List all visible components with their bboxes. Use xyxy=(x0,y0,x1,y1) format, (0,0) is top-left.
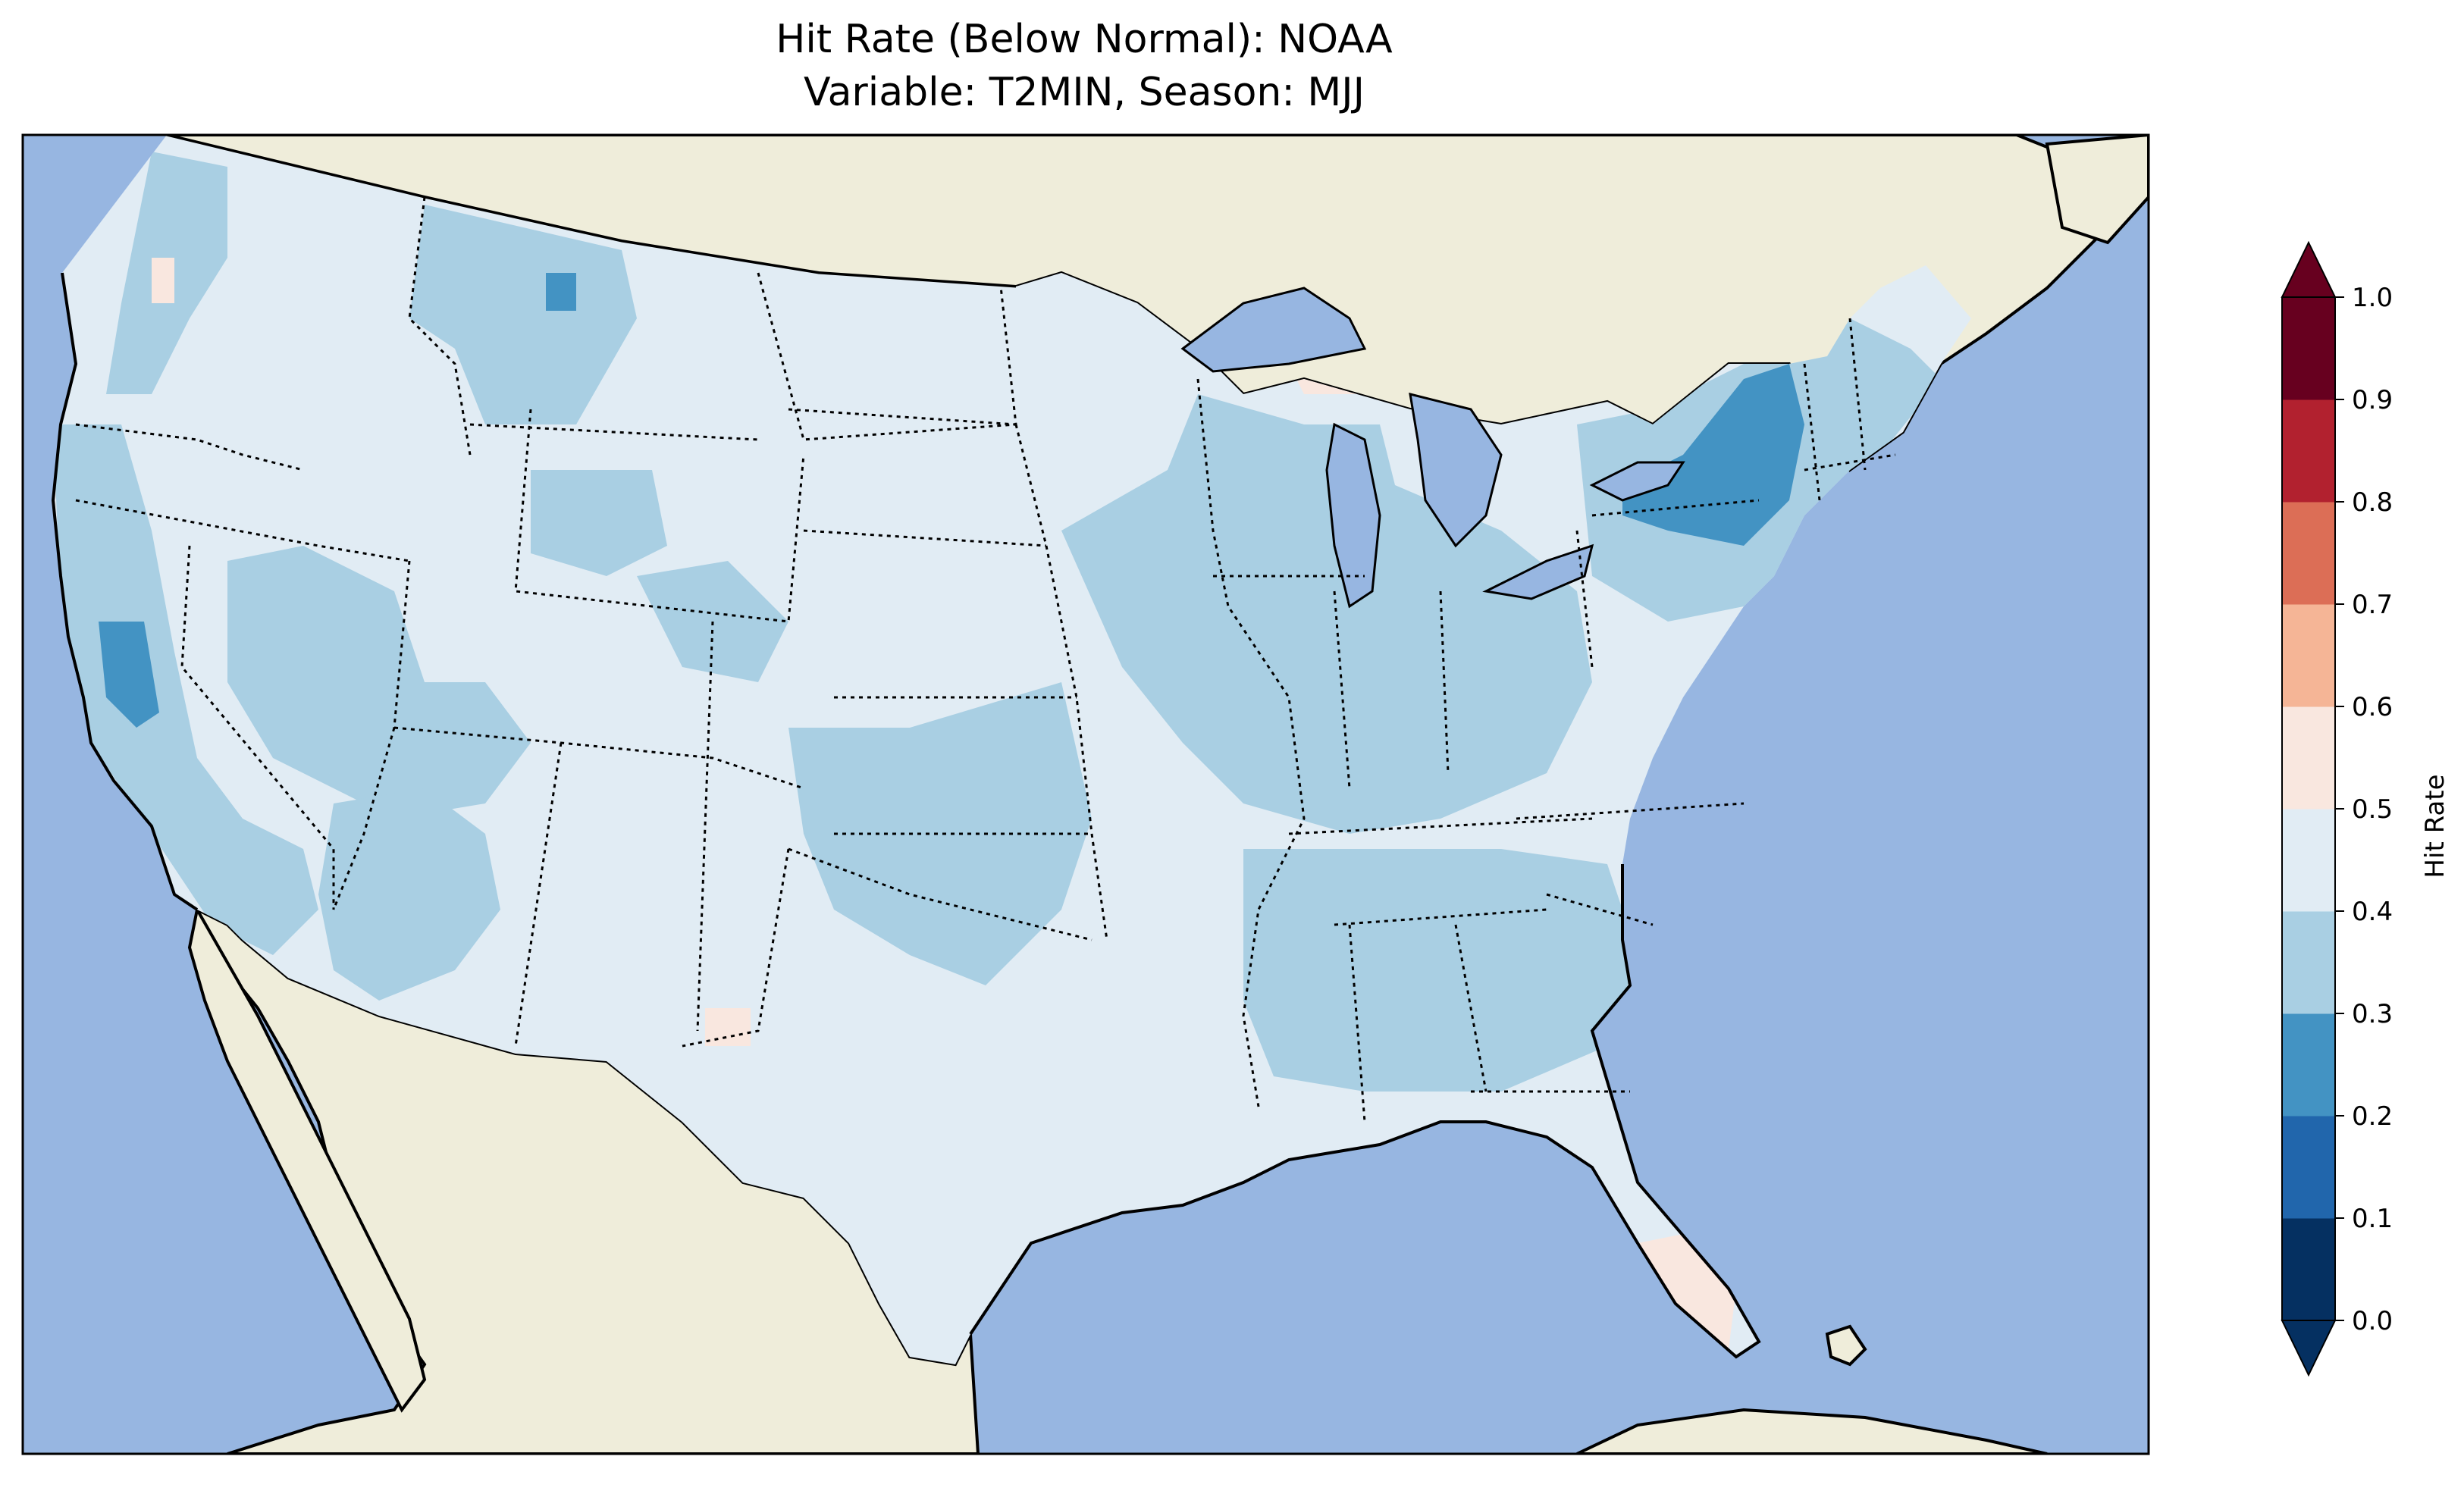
border-sd-ne xyxy=(803,529,1047,547)
border-ok-tx xyxy=(788,847,1092,941)
colorbar-tick-label: 0.2 xyxy=(2352,1101,2393,1132)
colorbar-bin xyxy=(2282,911,2335,1014)
border-mississippi xyxy=(1196,378,1306,1107)
colorbar-tick-label: 0.4 xyxy=(2352,897,2393,927)
region-midwest xyxy=(1061,394,1592,834)
border-wa-or xyxy=(75,423,304,471)
colorbar-tick-label: 0.3 xyxy=(2352,999,2393,1029)
colorbar-bin xyxy=(2282,1218,2335,1321)
colorbar-bin xyxy=(2282,604,2335,707)
baja-land xyxy=(187,905,427,1413)
region-gulf-southeast xyxy=(1243,849,1638,1092)
border-oh-pa xyxy=(1575,530,1594,668)
colorbar-tick-label: 0.0 xyxy=(2352,1306,2393,1336)
chart-title-line1: Hit Rate (Below Normal): NOAA xyxy=(776,17,1393,62)
border-ky-tn xyxy=(1288,817,1593,835)
colorbar-group: 0.0 0.1 0.2 0.3 0.4 0.5 0.6 0.7 0.8 0.9 1.0 xyxy=(2281,240,2393,1377)
region-montana-spot xyxy=(546,273,576,311)
colorbar-tick-label: 0.9 xyxy=(2352,385,2393,415)
border-in-oh xyxy=(1439,590,1450,774)
border-ut-co-az-nm xyxy=(393,726,804,790)
colorbar-tick-label: 0.1 xyxy=(2352,1204,2393,1234)
maritimes-land xyxy=(2045,135,2149,245)
colorbar-extend-max xyxy=(2281,240,2337,298)
border-nv-ut xyxy=(332,727,396,910)
colorbar-tick-label: 0.5 xyxy=(2352,794,2393,825)
cuba-land xyxy=(1576,1408,2048,1454)
colorbar-tick-label: 0.7 xyxy=(2352,590,2393,620)
border-dakotas xyxy=(757,272,1017,441)
colorbar-bin xyxy=(2282,706,2335,810)
border-nc-sc xyxy=(1546,893,1654,926)
border-tn-al-ga xyxy=(1334,908,1547,926)
map-frame xyxy=(21,133,2150,1455)
state-borders xyxy=(75,196,1896,1123)
region-great-basin-band xyxy=(227,546,531,819)
colorbar-tick-label: 0.6 xyxy=(2352,692,2393,722)
border-id-mt xyxy=(408,196,472,456)
bahamas-island xyxy=(1825,1324,1867,1367)
lake-huron xyxy=(1409,392,1503,548)
colorbar-bin xyxy=(2282,502,2335,605)
conus-outline xyxy=(51,272,1761,1359)
colorbar-bin xyxy=(2282,399,2335,503)
colorbar-tick-label: 1.0 xyxy=(2352,283,2393,313)
region-new-mexico-spot xyxy=(705,1008,751,1046)
region-central-california xyxy=(99,622,159,728)
region-southwest-desert xyxy=(318,788,500,1001)
region-west-coast-band xyxy=(53,424,318,955)
lake-erie xyxy=(1482,543,1594,600)
border-az-nm xyxy=(514,742,563,1047)
canada-border xyxy=(166,135,1017,288)
border-id-nv xyxy=(393,560,411,728)
border-mt-wy xyxy=(469,423,759,441)
border-wy-co xyxy=(514,409,805,623)
region-idaho-montana xyxy=(409,205,637,424)
border-mn-wi-ia xyxy=(1014,424,1108,941)
border-ca-nv xyxy=(180,545,335,910)
colorbar-bin xyxy=(2282,1013,2335,1117)
colorbar-label: Hit Rate xyxy=(2420,774,2450,878)
colorbar-extend-min xyxy=(2281,1320,2337,1377)
lake-superior xyxy=(1180,287,1367,373)
region-oregon-coast xyxy=(152,258,174,303)
border-co-nm xyxy=(696,621,714,1032)
border-tx-nm xyxy=(682,848,790,1048)
border-ny-new-england xyxy=(1803,363,1821,501)
border-pa-ny xyxy=(1591,499,1760,517)
colorbar-tick-label: 0.8 xyxy=(2352,487,2393,518)
colorbar-bin xyxy=(2282,809,2335,912)
lake-ontario xyxy=(1589,461,1685,502)
lake-michigan xyxy=(1325,422,1381,609)
border-new-england xyxy=(1804,318,1896,471)
colorbar-bin xyxy=(2282,1116,2335,1219)
colorbar-bin xyxy=(2282,297,2335,400)
region-south-central-plains xyxy=(788,682,1092,985)
great-lakes xyxy=(1180,287,1685,609)
border-al-ga xyxy=(1454,924,1487,1092)
region-wyoming-patch xyxy=(531,470,667,576)
chart-title-line2: Variable: T2MIN, Season: MJJ xyxy=(804,70,1365,115)
